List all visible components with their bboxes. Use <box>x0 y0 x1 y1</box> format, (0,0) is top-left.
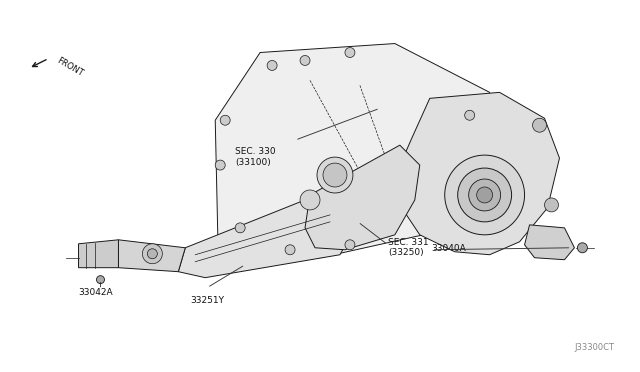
Circle shape <box>285 245 295 255</box>
Text: FRONT: FRONT <box>56 57 85 78</box>
Polygon shape <box>305 145 420 250</box>
Text: 33040A: 33040A <box>432 244 467 253</box>
Polygon shape <box>525 225 575 260</box>
Polygon shape <box>179 198 355 278</box>
Circle shape <box>215 160 225 170</box>
Circle shape <box>323 163 347 187</box>
Circle shape <box>479 160 490 170</box>
Circle shape <box>532 118 547 132</box>
Circle shape <box>577 243 588 253</box>
Circle shape <box>345 48 355 58</box>
Circle shape <box>445 155 525 235</box>
Circle shape <box>300 190 320 210</box>
Circle shape <box>545 198 559 212</box>
Circle shape <box>458 168 511 222</box>
Circle shape <box>267 61 277 70</box>
Circle shape <box>345 240 355 250</box>
Circle shape <box>142 244 163 264</box>
Circle shape <box>97 276 104 283</box>
Circle shape <box>300 55 310 65</box>
Polygon shape <box>398 92 559 255</box>
Circle shape <box>477 187 493 203</box>
Circle shape <box>147 249 157 259</box>
Text: J33300CT: J33300CT <box>574 343 614 352</box>
Circle shape <box>468 179 500 211</box>
Circle shape <box>317 157 353 193</box>
Polygon shape <box>79 240 118 268</box>
Text: SEC. 330
(33100): SEC. 330 (33100) <box>235 147 276 167</box>
Text: 33042A: 33042A <box>78 288 113 296</box>
Text: SEC. 331
(33250): SEC. 331 (33250) <box>388 238 428 257</box>
Polygon shape <box>215 44 500 258</box>
Circle shape <box>235 223 245 233</box>
Circle shape <box>465 110 475 120</box>
Polygon shape <box>118 240 186 272</box>
Text: 33251Y: 33251Y <box>190 296 224 305</box>
Circle shape <box>220 115 230 125</box>
